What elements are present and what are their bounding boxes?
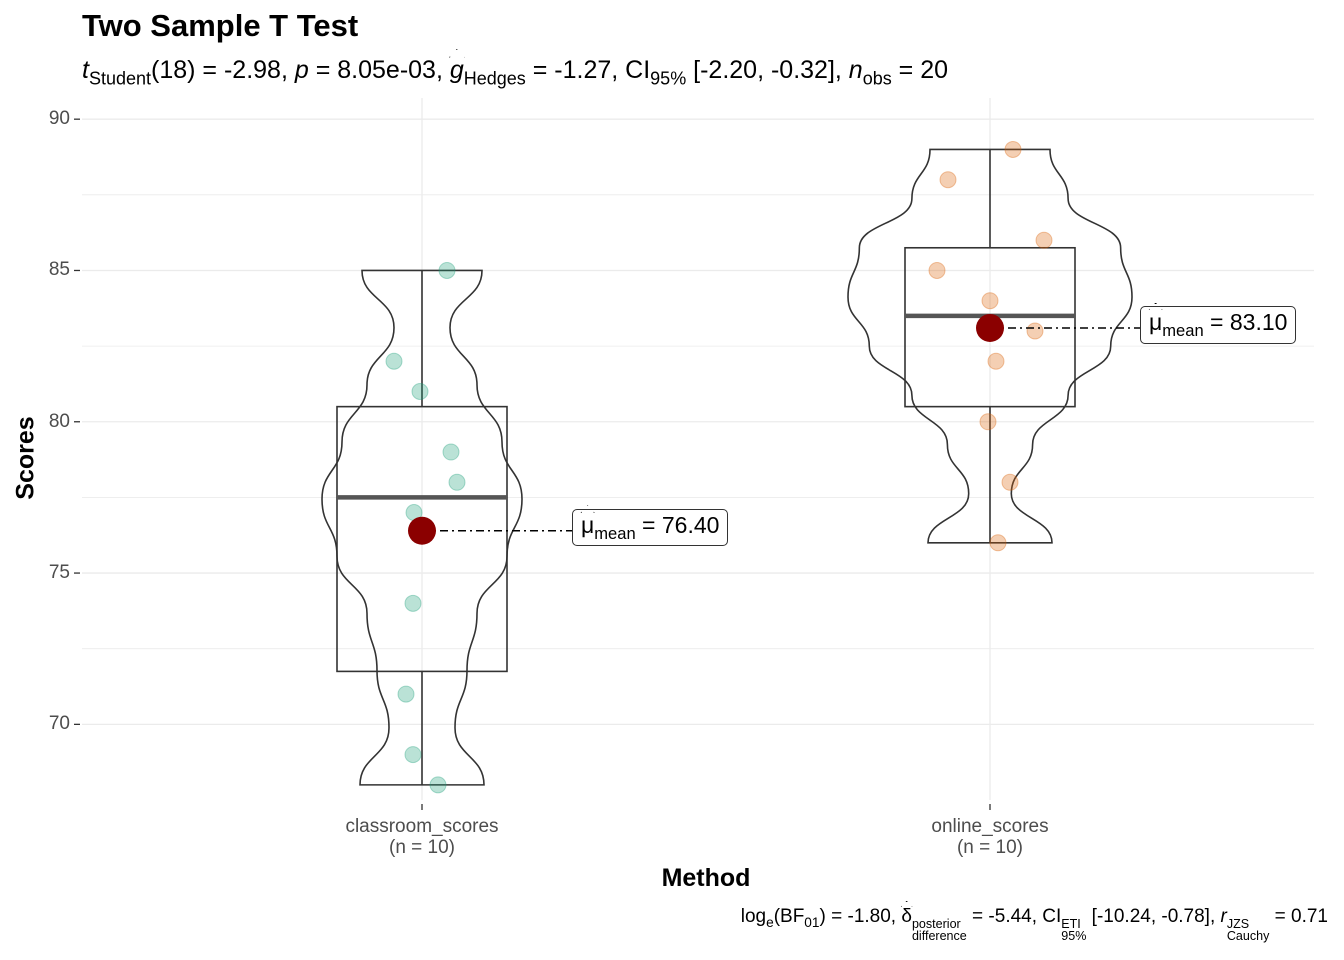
data-point-online_scores xyxy=(928,261,946,279)
mean-point-online_scores xyxy=(976,313,1004,342)
mean-point-classroom_scores xyxy=(408,516,436,545)
delta-sup: posterior xyxy=(911,917,961,932)
log-sub: e xyxy=(766,914,774,930)
x-axis-label: Method xyxy=(661,864,751,892)
bf-text: (BF xyxy=(773,906,805,927)
n-symbol: n xyxy=(848,56,863,84)
data-point-classroom_scores xyxy=(404,746,422,764)
delta-value: = -5.44, CI xyxy=(966,906,1062,927)
r-sub: Cauchy xyxy=(1226,929,1270,944)
data-point-online_scores xyxy=(939,171,957,189)
t-value: = -2.98, xyxy=(195,56,295,84)
data-point-classroom_scores xyxy=(442,443,460,461)
g-symbol: g xyxy=(449,56,464,84)
data-point-online_scores xyxy=(1035,231,1053,249)
violin-classroom_scores xyxy=(321,269,523,786)
g-value: = -1.27, CI xyxy=(525,56,651,84)
chart-subtitle: tStudent(18) = -2.98, p = 8.05e-03, gHed… xyxy=(82,56,948,89)
ci-value: [-10.24, -0.78], xyxy=(1086,906,1221,927)
ci-sub: 95% xyxy=(1061,929,1087,944)
data-point-online_scores xyxy=(981,292,999,310)
chart-title: Two Sample T Test xyxy=(82,8,359,43)
r-symbol: r xyxy=(1220,906,1227,927)
data-point-classroom_scores xyxy=(411,383,429,401)
mean-label-sub: mean xyxy=(1162,320,1204,340)
data-point-online_scores xyxy=(1004,140,1022,158)
data-point-online_scores xyxy=(979,413,997,431)
mean-label-sub: mean xyxy=(594,523,636,543)
mean-label-value: = 83.10 xyxy=(1203,308,1288,335)
x-tick-n-label: (n = 10) xyxy=(956,836,1023,858)
data-point-classroom_scores xyxy=(385,352,403,370)
delta-symbol: δ xyxy=(901,906,912,927)
x-tick-group-name: classroom_scores xyxy=(345,816,499,837)
ci-supsub: ETI 95% xyxy=(1061,917,1087,944)
data-point-classroom_scores xyxy=(404,594,422,612)
ci-value: [-2.20, -0.32], xyxy=(686,56,849,84)
x-tick-label: online_scores (n = 10) xyxy=(931,816,1049,859)
mean-label-classroom_scores: μmean = 76.40 xyxy=(572,508,729,547)
y-tick-label: 90 xyxy=(48,108,70,130)
df: (18) xyxy=(151,56,196,84)
bf-sub: 01 xyxy=(804,914,820,930)
y-axis-label: Scores xyxy=(11,416,40,500)
p-value: = 8.05e-03, xyxy=(308,56,450,84)
r-value: = 0.71 xyxy=(1269,906,1328,927)
data-point-classroom_scores xyxy=(438,261,456,279)
x-tick-n-label: (n = 10) xyxy=(388,836,456,858)
y-tick-label: 75 xyxy=(48,562,70,584)
t-symbol: t xyxy=(82,56,89,84)
ci-sup: ETI xyxy=(1061,917,1081,932)
g-sub: Hedges xyxy=(463,68,526,89)
r-sup: JZS xyxy=(1226,917,1250,932)
mean-label-value: = 76.40 xyxy=(635,511,720,538)
bayes-caption: loge(BF01) = -1.80, δ posterior difference… xyxy=(741,906,1328,943)
data-point-classroom_scores xyxy=(397,685,415,703)
n-value: = 20 xyxy=(891,56,949,84)
y-tick-label: 70 xyxy=(48,713,70,735)
ci-sub: 95% xyxy=(650,68,687,89)
violin-online_scores xyxy=(847,148,1133,544)
mean-label-symbol: μ xyxy=(581,511,595,538)
x-tick-group-name: online_scores xyxy=(931,816,1049,837)
mean-label-online_scores: μmean = 83.10 xyxy=(1140,305,1297,344)
data-point-online_scores xyxy=(989,534,1007,552)
y-tick-label: 85 xyxy=(48,259,70,281)
r-supsub: JZS Cauchy xyxy=(1226,917,1270,944)
data-point-classroom_scores xyxy=(448,473,466,491)
data-point-online_scores xyxy=(987,352,1005,370)
data-point-online_scores xyxy=(1026,322,1044,340)
p-symbol: p xyxy=(294,56,309,84)
log-text: log xyxy=(740,906,767,927)
y-tick-label: 80 xyxy=(48,410,70,432)
mean-label-symbol: μ xyxy=(1149,308,1163,335)
t-sub: Student xyxy=(88,68,152,89)
box-classroom_scores xyxy=(336,405,508,673)
bf-value: ) = -1.80, xyxy=(819,906,902,927)
n-sub: obs xyxy=(862,68,892,89)
data-point-online_scores xyxy=(1001,473,1019,491)
box-online_scores xyxy=(904,246,1076,408)
delta-sub: difference xyxy=(911,929,967,944)
x-tick-label: classroom_scores (n = 10) xyxy=(345,816,499,859)
delta-supsub: posterior difference xyxy=(911,917,967,944)
data-point-classroom_scores xyxy=(429,776,447,794)
